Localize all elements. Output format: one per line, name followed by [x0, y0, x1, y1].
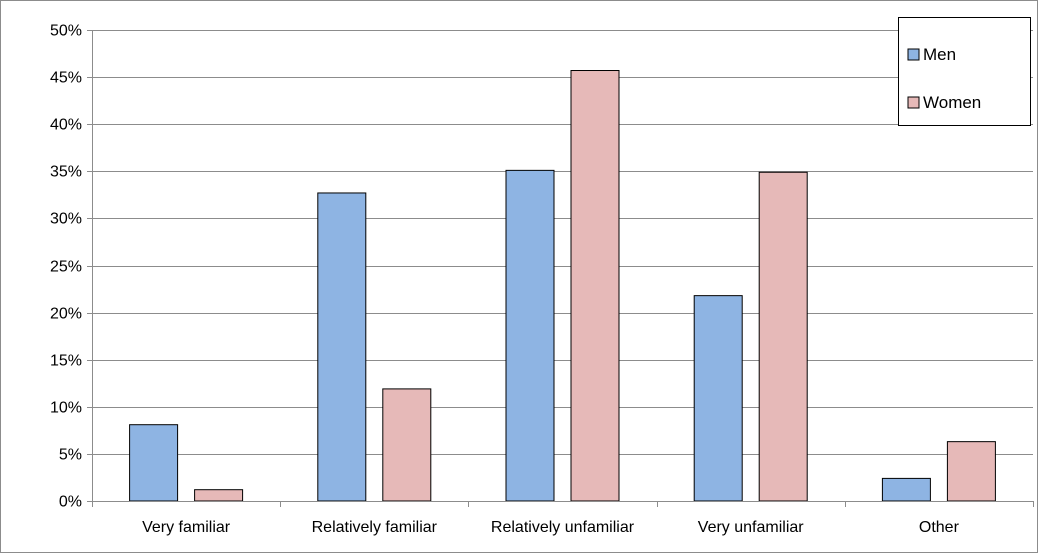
legend-label-men: Men [923, 45, 956, 64]
legend-swatch-men [907, 48, 920, 61]
bar-women-2 [570, 70, 620, 502]
x-tick-label-2: Relatively unfamiliar [491, 519, 635, 536]
y-tick-label-10: 50% [50, 23, 82, 40]
y-tick-label-1: 5% [59, 447, 82, 464]
bar-men-0 [129, 424, 179, 502]
x-axis-tick-labels: Very familiar Relatively familiar Relative… [142, 519, 959, 536]
bar-men-3 [693, 295, 743, 502]
legend: Men Women [898, 17, 1031, 126]
bar-women-3 [758, 171, 808, 502]
y-tick-label-9: 45% [50, 70, 82, 87]
bar-men-4 [881, 477, 931, 502]
bars [129, 70, 996, 502]
grid-lines [87, 30, 1033, 502]
y-tick-label-8: 40% [50, 117, 82, 134]
x-tick-label-0: Very familiar [142, 519, 231, 536]
x-tick-label-4: Other [919, 519, 960, 536]
bar-women-0 [194, 489, 244, 502]
x-tick-label-3: Very unfamiliar [698, 519, 804, 536]
legend-swatch-women [907, 96, 920, 109]
y-tick-label-2: 10% [50, 400, 82, 417]
y-tick-label-4: 20% [50, 306, 82, 323]
legend-label-women: Women [923, 93, 981, 112]
bar-women-1 [382, 388, 432, 502]
y-tick-label-7: 35% [50, 164, 82, 181]
y-tick-label-0: 0% [59, 494, 82, 511]
y-tick-label-6: 30% [50, 211, 82, 228]
y-tick-label-3: 15% [50, 353, 82, 370]
axes [92, 30, 1034, 507]
y-tick-label-5: 25% [50, 259, 82, 276]
bar-women-4 [946, 441, 996, 502]
x-tick-label-1: Relatively familiar [312, 519, 438, 536]
legend-box [898, 17, 1031, 126]
bar-men-1 [317, 192, 367, 502]
bar-men-2 [505, 169, 555, 502]
y-axis-tick-labels: 0% 5% 10% 15% 20% 25% 30% 35% 40% 45% 50% [50, 23, 82, 511]
